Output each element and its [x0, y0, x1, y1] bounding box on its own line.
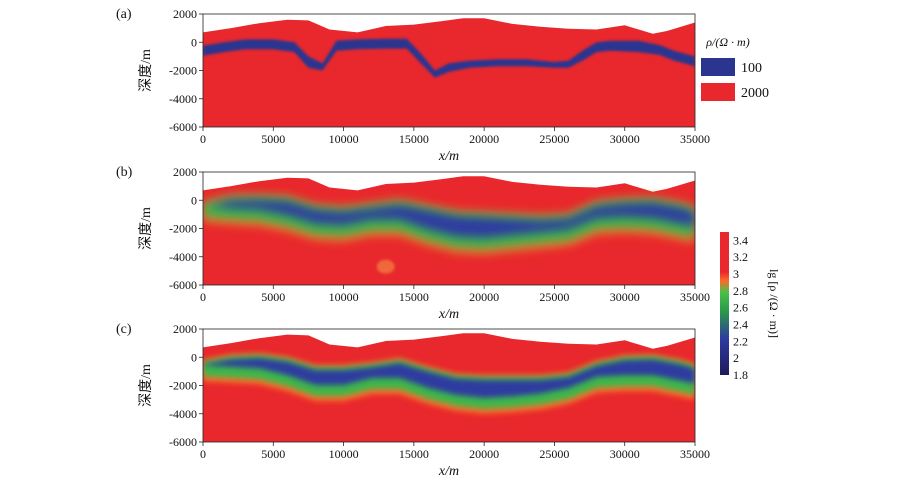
x-tick-label: 10000: [329, 290, 359, 304]
colorbar-gradient: [720, 232, 729, 375]
y-tick-label: 2000: [173, 7, 197, 21]
y-tick-label: 2000: [173, 322, 197, 336]
y-tick-label: -4000: [169, 250, 197, 264]
legend-swatch: [701, 83, 735, 101]
x-tick-label: 25000: [539, 132, 569, 146]
colorbar-tick-label: 2.4: [733, 318, 748, 332]
colorbar-tick-label: 2: [733, 351, 739, 365]
y-tick-label: 2000: [173, 165, 197, 179]
x-tick-label: 25000: [539, 447, 569, 461]
legend-label: 100: [741, 61, 762, 76]
x-axis-label: x/m: [438, 149, 459, 164]
x-tick-label: 35000: [680, 132, 710, 146]
plot-area: [203, 333, 695, 442]
x-tick-label: 0: [200, 132, 206, 146]
panel-tag: (b): [116, 165, 133, 180]
plot-area: [203, 176, 695, 285]
x-tick-label: 10000: [329, 447, 359, 461]
legend-label: 2000: [741, 86, 769, 101]
colorbar: 3.4 3.2 3 2.8 2.6 2.4 2.2 2 1.8 lg [ρ /(Ω · m)]: [720, 232, 781, 382]
y-tick-label: 0: [191, 350, 197, 364]
x-tick-label: 30000: [610, 290, 640, 304]
x-tick-label: 30000: [610, 447, 640, 461]
x-tick-label: 35000: [680, 447, 710, 461]
x-tick-label: 35000: [680, 290, 710, 304]
x-tick-label: 0: [200, 290, 206, 304]
x-tick-label: 5000: [261, 132, 285, 146]
colorbar-tick-label: 1.8: [733, 368, 748, 382]
x-tick-label: 15000: [399, 290, 429, 304]
y-axis-label: 深度/m: [138, 207, 154, 250]
resistivity-anomaly: [376, 259, 395, 274]
x-tick-label: 30000: [610, 132, 640, 146]
y-axis-label: 深度/m: [138, 49, 154, 92]
plot-area: [203, 18, 695, 127]
y-tick-label: -2000: [169, 64, 197, 78]
x-axis-label: x/m: [438, 307, 459, 322]
low-resistivity-core: [203, 199, 695, 238]
colorbar-tick-label: 3.2: [733, 250, 748, 264]
y-tick-label: -6000: [169, 278, 197, 292]
x-tick-label: 15000: [399, 132, 429, 146]
x-axis-label: x/m: [438, 464, 459, 479]
y-axis-label: 深度/m: [138, 364, 154, 407]
panel-tag: (c): [116, 322, 132, 337]
colorbar-tick-label: 2.6: [733, 301, 748, 315]
x-tick-label: 10000: [329, 132, 359, 146]
low-resistivity-core: [203, 358, 695, 398]
y-tick-label: 0: [191, 193, 197, 207]
x-tick-label: 0: [200, 447, 206, 461]
legend-panel-a: ρ/(Ω · m) 100 2000: [701, 35, 769, 101]
earth-body: [203, 18, 695, 127]
low-resistivity-layer: [203, 38, 695, 78]
x-tick-label: 20000: [469, 447, 499, 461]
y-tick-label: -4000: [169, 407, 197, 421]
x-tick-label: 15000: [399, 447, 429, 461]
y-tick-label: -6000: [169, 435, 197, 449]
colorbar-tick-label: 2.8: [733, 284, 748, 298]
x-tick-label: 20000: [469, 290, 499, 304]
colorbar-tick-label: 3.4: [733, 233, 748, 247]
y-tick-label: 0: [191, 35, 197, 49]
y-tick-label: -4000: [169, 92, 197, 106]
x-tick-label: 5000: [261, 290, 285, 304]
colorbar-tick-label: 3: [733, 267, 739, 281]
colorbar-tick-label: 2.2: [733, 334, 748, 348]
x-tick-label: 25000: [539, 290, 569, 304]
panel-tag: (a): [116, 7, 132, 22]
x-tick-label: 20000: [469, 132, 499, 146]
y-tick-label: -2000: [169, 379, 197, 393]
legend-swatch: [701, 58, 735, 76]
x-tick-label: 5000: [261, 447, 285, 461]
colorbar-label: lg [ρ /(Ω · m)]: [767, 269, 781, 338]
y-tick-label: -2000: [169, 222, 197, 236]
y-tick-label: -6000: [169, 120, 197, 134]
legend-title: ρ/(Ω · m): [705, 35, 749, 49]
